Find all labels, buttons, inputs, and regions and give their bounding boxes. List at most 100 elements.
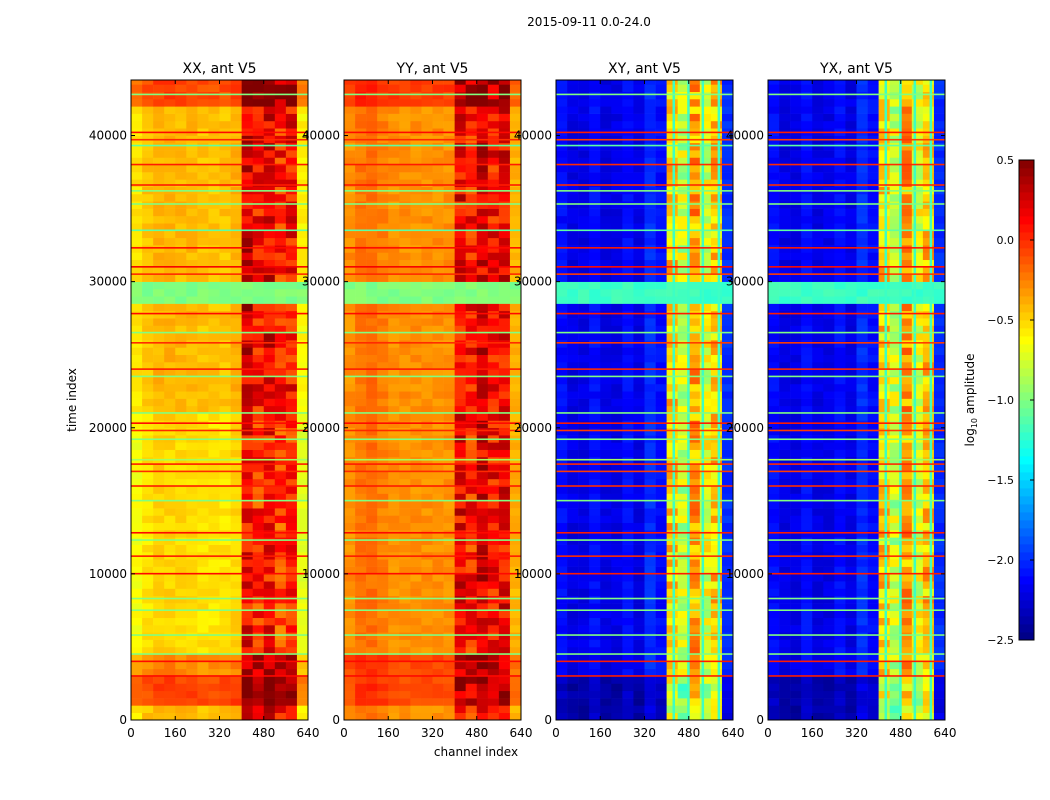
heatmap-cell	[208, 522, 220, 531]
heatmap-cell	[889, 646, 902, 655]
heatmap-cell	[388, 705, 400, 713]
heatmap-cell	[666, 405, 678, 414]
heatmap-cell	[344, 267, 356, 275]
heatmap-cell	[344, 712, 356, 721]
heatmap-cell	[688, 705, 701, 713]
heatmap-cell	[344, 632, 356, 640]
heatmap-cell	[241, 522, 253, 531]
heatmap-cell	[142, 698, 154, 706]
heatmap-cell	[465, 588, 478, 597]
heatmap-cell	[410, 661, 422, 670]
heatmap-cell	[443, 267, 455, 275]
horizontal-line-mark	[131, 438, 308, 441]
heatmap-cell	[600, 208, 612, 217]
heatmap-cell	[153, 544, 165, 553]
heatmap-cell	[410, 646, 422, 655]
heatmap-cell	[699, 179, 712, 187]
heatmap-cell	[677, 201, 690, 209]
heatmap-cell	[878, 573, 890, 582]
heatmap-cell	[153, 340, 165, 348]
heatmap-cell	[655, 661, 667, 670]
heatmap-cell	[274, 486, 287, 494]
heatmap-cell	[487, 318, 500, 326]
heatmap-cell	[443, 522, 455, 531]
heatmap-cell	[230, 522, 242, 531]
heatmap-cell	[388, 391, 400, 399]
heatmap-cell	[274, 595, 287, 604]
heatmap-cell	[644, 566, 656, 575]
heatmap-cell	[710, 537, 723, 545]
heatmap-cell	[801, 537, 813, 545]
heatmap-cell	[153, 223, 165, 231]
heatmap-cell	[142, 420, 154, 429]
horizontal-line-mark	[131, 375, 308, 378]
heatmap-cell	[443, 537, 455, 545]
heatmap-cell	[454, 237, 466, 246]
heatmap-cell	[476, 106, 489, 114]
heatmap-cell	[611, 267, 623, 275]
heatmap-cell	[399, 493, 411, 502]
heatmap-cell	[263, 237, 276, 246]
heatmap-cell	[699, 515, 712, 524]
heatmap-cell	[241, 639, 253, 648]
heatmap-cell	[399, 705, 411, 713]
heatmap-cell	[611, 486, 623, 494]
panel-xx: XX, ant V50 160 320 480 64001000020000300004…	[89, 61, 320, 740]
heatmap-cell	[644, 449, 656, 458]
heatmap-cell	[252, 201, 265, 209]
heatmap-cell	[476, 201, 489, 209]
heatmap-cell	[900, 537, 913, 545]
heatmap-cell	[274, 288, 287, 297]
heatmap-cell	[600, 661, 612, 670]
heatmap-cell	[432, 106, 444, 114]
heatmap-cell	[142, 683, 154, 692]
heatmap-cell	[633, 449, 645, 458]
heatmap-cell	[476, 625, 489, 633]
heatmap-cell	[878, 654, 890, 662]
heatmap-cell	[432, 449, 444, 458]
heatmap-cell	[285, 493, 298, 502]
heatmap-cell	[622, 559, 634, 567]
heatmap-cell	[556, 398, 568, 407]
heatmap-cell	[175, 398, 187, 407]
horizontal-line-mark	[131, 597, 308, 600]
heatmap-cell	[355, 698, 367, 706]
heatmap-cell	[710, 427, 723, 436]
heatmap-cell	[567, 471, 579, 480]
heatmap-cell	[655, 617, 667, 626]
heatmap-cell	[487, 208, 500, 217]
x-tick-label: 0	[340, 726, 348, 740]
heatmap-cell	[578, 164, 590, 173]
heatmap-cell	[131, 113, 143, 122]
heatmap-cell	[432, 654, 444, 662]
heatmap-cell	[285, 84, 298, 92]
heatmap-cell	[296, 405, 309, 414]
heatmap-cell	[556, 603, 568, 611]
heatmap-cell	[856, 668, 868, 677]
heatmap-cell	[856, 639, 868, 648]
heatmap-cell	[443, 588, 455, 597]
heatmap-cell	[476, 288, 489, 297]
heatmap-cell	[197, 712, 209, 721]
heatmap-cell	[856, 500, 868, 509]
heatmap-cell	[252, 215, 265, 224]
heatmap-cell	[208, 646, 220, 655]
heatmap-cell	[644, 223, 656, 231]
heatmap-cell	[175, 573, 187, 582]
heatmap-cell	[556, 705, 568, 713]
heatmap-cell	[823, 537, 835, 545]
heatmap-cell	[622, 639, 634, 648]
heatmap-cell	[699, 164, 712, 173]
heatmap-cell	[164, 456, 176, 465]
heatmap-cell	[688, 566, 701, 575]
heatmap-cell	[611, 201, 623, 209]
heatmap-cell	[677, 427, 690, 436]
heatmap-cell	[131, 705, 143, 713]
heatmap-cell	[296, 544, 309, 553]
heatmap-cell	[131, 632, 143, 640]
heatmap-cell	[175, 617, 187, 626]
heatmap-cell	[710, 215, 723, 224]
heatmap-cell	[208, 296, 220, 304]
heatmap-cell	[252, 639, 265, 648]
heatmap-cell	[131, 712, 143, 721]
